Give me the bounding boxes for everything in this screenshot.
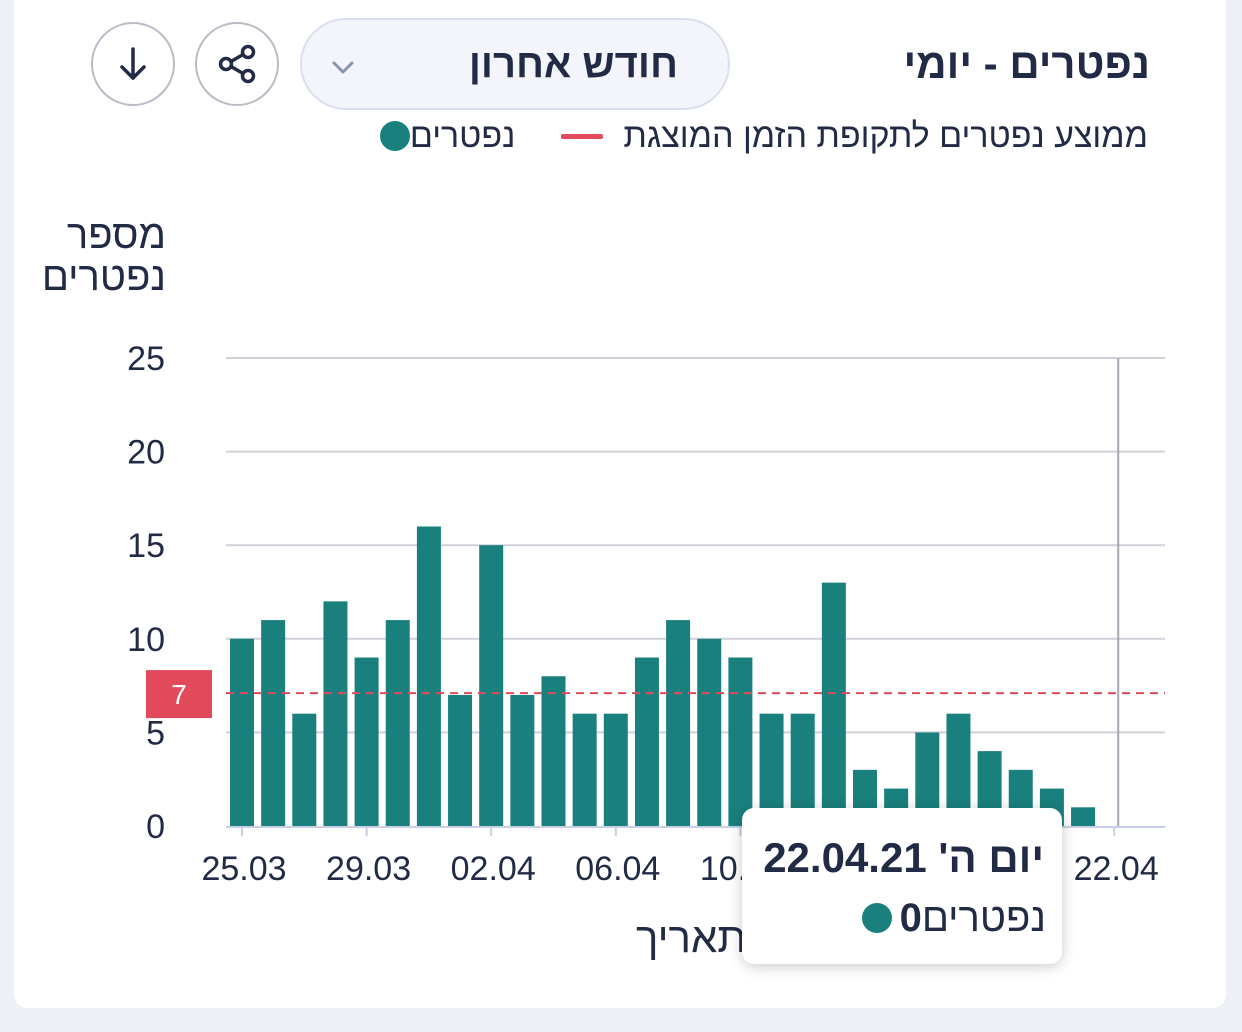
x-tick-label: 06.04 [575, 850, 660, 888]
x-tick-label: 02.04 [451, 850, 536, 888]
bar [634, 657, 659, 826]
tooltip-value: 0 [899, 895, 922, 940]
bar [479, 545, 504, 826]
average-badge-label: 7 [171, 679, 187, 710]
bar [448, 694, 473, 826]
y-tick-label: 20 [127, 434, 165, 472]
x-tick-label: 22.04 [1074, 850, 1159, 888]
y-tick-label: 25 [127, 340, 165, 378]
bar [416, 526, 441, 826]
bar [572, 713, 597, 826]
y-axis-title-line2: נפטרים [41, 255, 166, 299]
time-range-label: חודש אחרון [468, 42, 678, 86]
y-tick-label: 5 [146, 714, 165, 752]
chart-tooltip: יום ה' 22.04.21 0 נפטרים [742, 808, 1062, 964]
bar [1071, 807, 1096, 826]
legend-average-label: ממוצע נפטרים לתקופת הזמן המוצגת [623, 116, 1148, 155]
bar [666, 620, 691, 826]
x-tick-label: 29.03 [326, 850, 411, 888]
legend-deaths-label: נפטרים [409, 116, 516, 155]
tooltip-series-marker [861, 903, 892, 933]
bar [510, 694, 535, 826]
bar [603, 713, 628, 826]
bar [261, 620, 286, 826]
y-tick-label: 10 [127, 621, 165, 659]
time-range-select[interactable]: חודש אחרון [300, 18, 730, 110]
y-tick-label: 0 [146, 808, 165, 846]
bar [946, 713, 971, 826]
chart-legend: נפטרים ממוצע נפטרים לתקופת הזמן המוצגת [374, 116, 1148, 156]
download-icon [120, 47, 146, 80]
y-axis-title: מספר נפטרים [30, 214, 166, 298]
share-button[interactable] [195, 22, 279, 106]
bar [385, 620, 410, 826]
bar [323, 601, 348, 826]
share-icon [218, 44, 256, 84]
legend-deaths-marker [379, 121, 410, 151]
average-badge [146, 670, 212, 719]
tooltip-date: יום ה' 22.04.21 [763, 834, 1044, 881]
x-tick-label: 25.03 [201, 850, 286, 888]
bar [759, 713, 784, 826]
x-axis-title: תאריך [636, 914, 747, 961]
bar [354, 657, 379, 826]
bar [697, 638, 722, 826]
bar [230, 638, 254, 826]
bar [541, 676, 566, 826]
bar [728, 657, 753, 826]
y-axis-title-line1: מספר [66, 213, 166, 257]
chart-title: נפטרים - יומי [903, 40, 1150, 87]
tooltip-row: 0 נפטרים [854, 896, 1046, 940]
bar [292, 713, 317, 826]
y-tick-label: 15 [127, 527, 165, 565]
bar [821, 582, 846, 826]
chevron-down-icon [332, 61, 354, 74]
download-button[interactable] [91, 22, 175, 106]
legend-average-marker [561, 133, 604, 139]
tooltip-series-label: נפטרים [921, 895, 1046, 940]
bar [790, 713, 815, 826]
